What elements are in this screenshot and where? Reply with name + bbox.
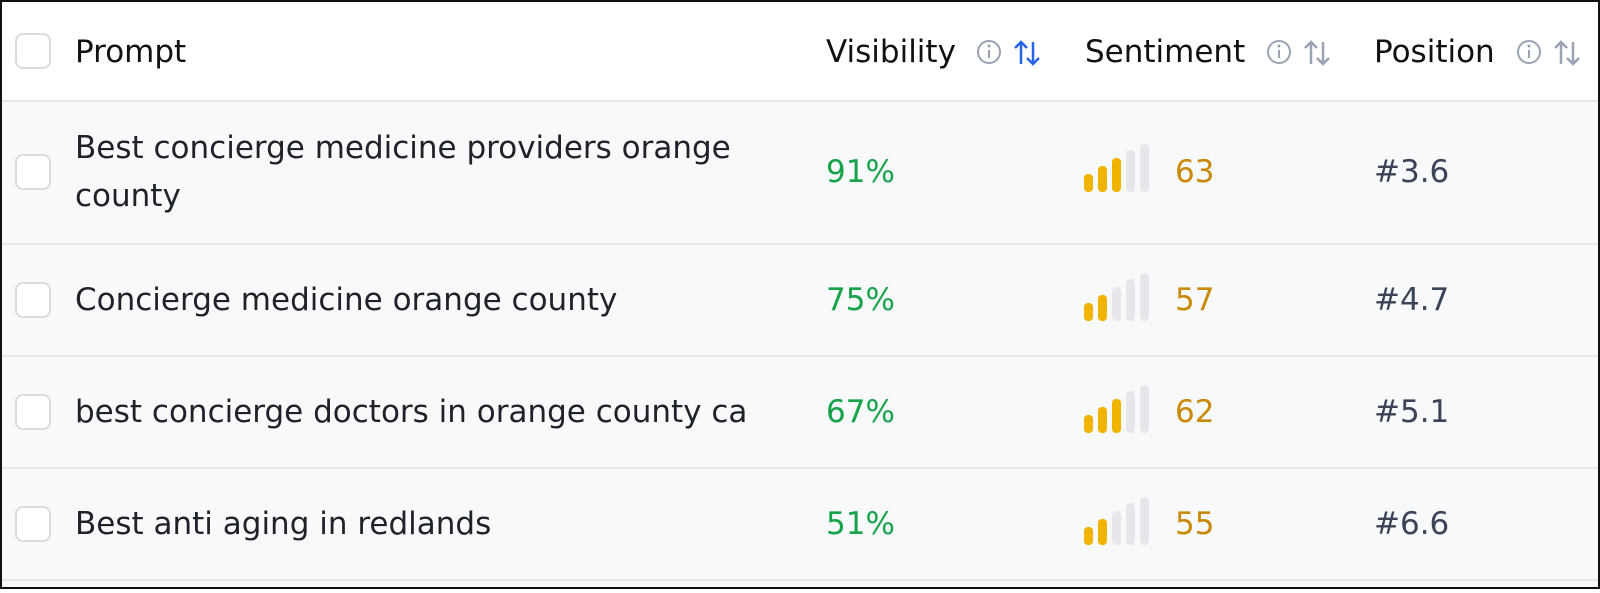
table-header: Prompt Visibility Sentiment Position	[2, 2, 1598, 102]
sentiment-value: 62	[1175, 394, 1215, 430]
prompt-text: best concierge doctors in orange county …	[75, 394, 748, 430]
table-row[interactable]: Best anti aging in redlands 51% 55 #6.6	[2, 469, 1598, 581]
header-visibility[interactable]: Visibility	[826, 34, 956, 70]
sentiment-icons[interactable]	[1266, 38, 1340, 68]
visibility-value: 91%	[826, 154, 895, 190]
row-checkbox[interactable]	[15, 282, 51, 318]
table-row[interactable]: best concierge doctors in orange county …	[2, 357, 1598, 469]
row-checkbox[interactable]	[15, 154, 51, 190]
header-sentiment[interactable]: Sentiment	[1085, 34, 1246, 70]
prompt-text: Best concierge medicine providers orange…	[75, 130, 731, 214]
position-value: #6.6	[1374, 506, 1450, 542]
sentiment-value: 63	[1175, 154, 1215, 190]
position-value: #4.7	[1374, 282, 1450, 318]
visibility-icons[interactable]	[976, 38, 1050, 68]
table-row[interactable]: Concierge medicine orange county 75% 57 …	[2, 245, 1598, 357]
visibility-value: 75%	[826, 282, 895, 318]
sentiment-bars	[1084, 497, 1149, 545]
sentiment-value: 55	[1175, 506, 1215, 542]
prompt-text: Concierge medicine orange county	[75, 282, 618, 318]
sentiment-bars	[1084, 273, 1149, 321]
position-value: #3.6	[1374, 154, 1450, 190]
position-value: #5.1	[1374, 394, 1450, 430]
visibility-value: 67%	[826, 394, 895, 430]
sentiment-bars	[1084, 385, 1149, 433]
row-checkbox[interactable]	[15, 394, 51, 430]
header-prompt: Prompt	[75, 34, 187, 70]
row-checkbox[interactable]	[15, 506, 51, 542]
table-row[interactable]: Best concierge medicine providers orange…	[2, 102, 1598, 245]
sentiment-bars	[1084, 144, 1149, 192]
select-all-checkbox[interactable]	[15, 33, 51, 69]
sentiment-value: 57	[1175, 282, 1215, 318]
header-position[interactable]: Position	[1374, 34, 1495, 70]
visibility-value: 51%	[826, 506, 895, 542]
position-icons[interactable]	[1516, 38, 1590, 68]
prompt-text: Best anti aging in redlands	[75, 506, 492, 542]
